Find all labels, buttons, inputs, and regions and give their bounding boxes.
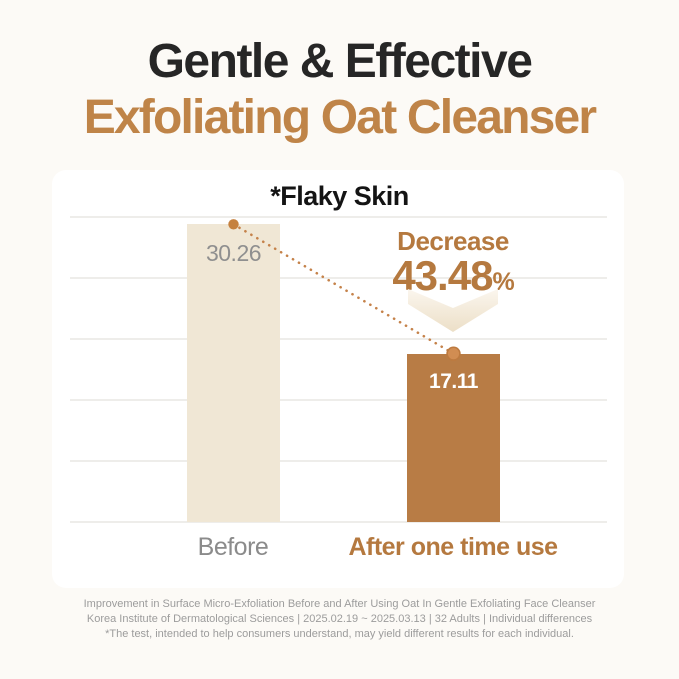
gridline — [70, 521, 607, 523]
arrow-down-icon — [408, 289, 498, 332]
gridline — [70, 277, 607, 279]
gridline — [70, 460, 607, 462]
footnote-line-1: Improvement in Surface Micro-Exfoliation… — [83, 598, 596, 610]
page-title-line1: Gentle & Effective — [147, 35, 533, 88]
page-title-line2: Exfoliating Oat Cleanser — [83, 91, 597, 144]
decrease-label: Decrease — [397, 226, 509, 256]
bar-before: 30.26 — [187, 224, 280, 522]
chart-title: *Flaky Skin — [270, 181, 409, 211]
gridline — [70, 399, 607, 401]
footnote: Improvement in Surface Micro-Exfoliation… — [0, 597, 679, 642]
axis-label-after: After one time use — [348, 533, 558, 561]
bar-before-value-label: 30.26 — [205, 240, 262, 267]
bar-after: 17.11 — [407, 353, 500, 522]
footnote-line-3: *The test, intended to help consumers un… — [105, 628, 574, 640]
gridline — [70, 216, 607, 218]
decrease-percent-sign: % — [492, 268, 514, 296]
bar-after-value-label: 17.11 — [429, 369, 478, 393]
chart-panel — [52, 170, 624, 588]
axis-label-before: Before — [197, 533, 269, 561]
gridline — [70, 338, 607, 340]
footnote-line-2: Korea Institute of Dermatological Scienc… — [86, 613, 593, 625]
